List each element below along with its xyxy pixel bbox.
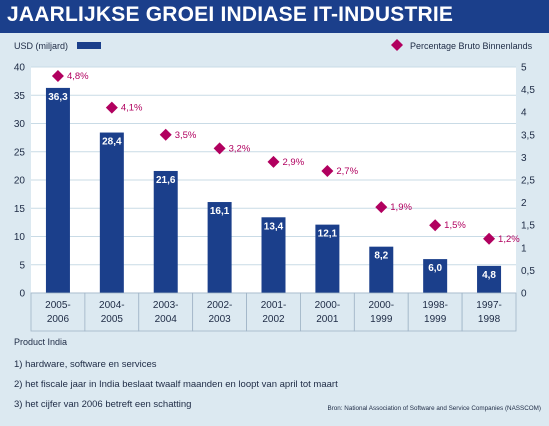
pct-value-label: 3,2% (229, 143, 251, 154)
y2-tick-label: 0,5 (521, 266, 535, 277)
category-cell (192, 292, 247, 332)
bar (99, 132, 124, 293)
y2-tick-label: 5 (521, 63, 527, 74)
category-cell (300, 292, 355, 332)
y2-tick-label: 0 (521, 289, 527, 300)
bar-value-label: 21,6 (156, 175, 176, 186)
category-cell (84, 292, 140, 332)
x-tick-label: 1997- (476, 300, 502, 311)
pct-value-label: 1,5% (444, 220, 466, 231)
bar (315, 224, 340, 293)
pct-marker (213, 142, 226, 155)
pct-marker (321, 164, 334, 177)
pct-marker (105, 101, 118, 114)
legend-bar-swatch (77, 42, 101, 49)
footnote-3: 3) het cijfer van 2006 betreft een schat… (14, 399, 192, 410)
y2-tick-label: 1,5 (521, 221, 535, 232)
legend-diamond-label: Percentage Bruto Binnenlands (410, 41, 533, 51)
pct-marker (483, 232, 496, 245)
bar-value-label: 13,4 (264, 221, 284, 232)
y-tick-label: 15 (14, 204, 26, 215)
x-tick-label: 2002- (207, 300, 233, 311)
x-tick-label: 1998 (478, 314, 501, 325)
pct-value-label: 2,9% (283, 157, 305, 168)
y2-tick-label: 3 (521, 153, 527, 164)
bar (153, 170, 178, 293)
pct-value-label: 3,5% (175, 130, 197, 141)
y-tick-label: 25 (14, 147, 26, 158)
x-tick-label: 2003 (208, 314, 231, 325)
category-cell (461, 292, 517, 332)
x-tick-label: 2000- (315, 300, 341, 311)
pct-value-label: 2,7% (336, 166, 358, 177)
pct-marker (267, 155, 280, 168)
source-note: Bron: National Association of Software a… (327, 405, 542, 412)
x-tick-label: 2003- (153, 300, 179, 311)
y-tick-label: 5 (19, 260, 25, 271)
category-cell (30, 292, 86, 332)
category-cell (407, 292, 463, 332)
y-tick-label: 40 (14, 63, 26, 74)
category-cell (353, 292, 409, 332)
bar (261, 217, 286, 293)
pct-marker (429, 219, 442, 232)
bar (477, 265, 502, 293)
y2-tick-label: 1 (521, 243, 527, 254)
legend-bar-label: USD (miljard) (14, 41, 68, 51)
x-tick-label: 2005- (45, 300, 71, 311)
bar-value-label: 6,0 (428, 263, 442, 274)
category-cell (246, 292, 301, 332)
y-tick-label: 10 (14, 232, 26, 243)
x-tick-label: 2004- (99, 300, 125, 311)
footnote-1: 1) hardware, software en services (14, 359, 157, 370)
x-tick-label: 2000- (368, 300, 394, 311)
x-tick-label: 1999 (370, 314, 393, 325)
x-tick-label: 2006 (47, 314, 70, 325)
pct-marker (51, 70, 64, 83)
x-tick-label: 2001 (316, 314, 339, 325)
bar (45, 87, 70, 293)
bar-value-label: 8,2 (374, 251, 388, 262)
y2-tick-label: 4,5 (521, 85, 535, 96)
bar (423, 259, 448, 293)
chart-title: JAARLIJKSE GROEI INDIASE IT-INDUSTRIE (7, 3, 454, 26)
x-tick-label: 1999 (424, 314, 447, 325)
pct-value-label: 1,9% (390, 202, 412, 213)
title-bar: JAARLIJKSE GROEI INDIASE IT-INDUSTRIE (0, 0, 549, 33)
legend-diamond-marker (391, 39, 403, 51)
footnote-2: 2) het fiscale jaar in India beslaat twa… (14, 379, 338, 390)
pct-marker (375, 201, 388, 214)
bar-value-label: 4,8 (482, 270, 496, 281)
category-cell (138, 292, 194, 332)
y2-tick-label: 3,5 (521, 130, 535, 141)
y2-tick-label: 2 (521, 198, 527, 209)
y2-tick-label: 2,5 (521, 176, 535, 187)
y-tick-label: 0 (19, 289, 25, 300)
y2-tick-label: 4 (521, 108, 527, 119)
bar (369, 246, 394, 293)
x-tick-label: 2004 (155, 314, 178, 325)
x-tick-label: 1998- (422, 300, 448, 311)
y-tick-label: 30 (14, 119, 26, 130)
y-tick-label: 20 (14, 176, 26, 187)
bar (207, 202, 232, 293)
x-axis-label: Product India (14, 337, 67, 347)
pct-value-label: 1,2% (498, 234, 520, 245)
pct-marker (159, 128, 172, 141)
y-tick-label: 35 (14, 91, 26, 102)
pct-value-label: 4,1% (121, 103, 143, 114)
x-tick-label: 2002 (262, 314, 285, 325)
pct-value-label: 4,8% (67, 71, 89, 82)
bar-value-label: 28,4 (102, 137, 122, 148)
x-tick-label: 2001- (261, 300, 287, 311)
bar-value-label: 16,1 (210, 206, 230, 217)
bar-value-label: 12,1 (318, 229, 338, 240)
x-tick-label: 2005 (101, 314, 124, 325)
chart: 0 5 10 15 20 25 30 35 40 0 0,5 1 1,5 2 2,5 3 3,5 4 4,5 5 USD… (14, 39, 535, 347)
bar-value-label: 36,3 (48, 92, 68, 103)
